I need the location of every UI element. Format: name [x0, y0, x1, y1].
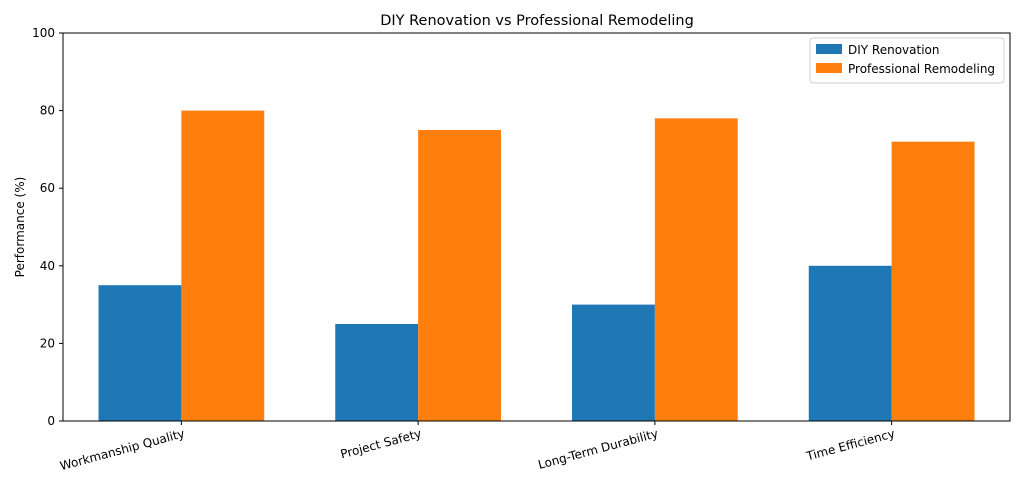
bar-diy-renovation-long-term-durability [572, 304, 655, 421]
bar-professional-remodeling-workmanship-quality [181, 110, 265, 421]
bar-professional-remodeling-long-term-durability [654, 118, 738, 422]
x-tick-label: Time Efficiency [804, 426, 896, 463]
y-tick-label: 20 [40, 336, 55, 350]
y-tick-label: 80 [40, 104, 55, 118]
chart-title: DIY Renovation vs Professional Remodelin… [380, 13, 694, 29]
legend-label-diy-renovation: DIY Renovation [848, 43, 940, 57]
x-axis-ticks: Workmanship Quality Project Safety Long-Te… [58, 421, 896, 473]
y-tick-label: 100 [32, 26, 55, 40]
bar-professional-remodeling-time-efficiency [891, 141, 975, 421]
y-tick-label: 40 [40, 259, 55, 273]
y-axis-ticks: 0 20 40 60 80 100 [32, 26, 63, 428]
legend-swatch-professional-remodeling [816, 63, 842, 73]
legend-box [809, 37, 1005, 84]
legend-swatch-diy-renovation [816, 44, 842, 54]
y-tick-label: 0 [47, 414, 55, 428]
y-axis-label: Performance (%) [13, 177, 27, 278]
bar-diy-renovation-workmanship-quality [98, 285, 182, 421]
y-tick-label: 60 [40, 181, 55, 195]
x-tick-label: Long-Term Durability [537, 426, 660, 472]
plot-frame [62, 32, 1011, 422]
bar-diy-renovation-time-efficiency [808, 265, 892, 421]
x-tick-label: Workmanship Quality [58, 426, 186, 473]
legend: DIY Renovation Professional Remodeling [809, 37, 1005, 84]
x-tick-label: Project Safety [339, 426, 423, 461]
bar-professional-remodeling-project-safety [418, 130, 501, 421]
legend-label-professional-remodeling: Professional Remodeling [848, 62, 995, 76]
bar-diy-renovation-project-safety [335, 324, 419, 421]
bars-group [98, 110, 975, 422]
